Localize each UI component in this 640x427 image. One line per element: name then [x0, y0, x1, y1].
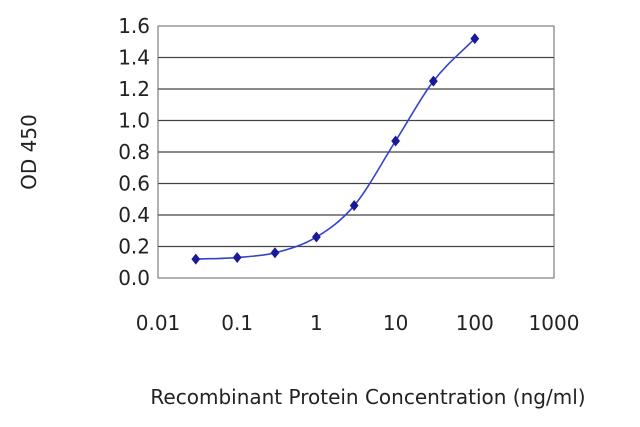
data-point-marker — [428, 75, 438, 87]
series — [191, 33, 480, 265]
data-point-marker — [391, 135, 400, 147]
plot-frame — [157, 25, 555, 279]
y-tick-label: 0.8 — [118, 140, 150, 164]
y-tick-label: 0.0 — [118, 266, 150, 290]
x-tick-label: 1 — [310, 311, 323, 335]
y-tick-label: 1.0 — [118, 109, 150, 133]
x-axis-title: Recombinant Protein Concentration (ng/ml… — [150, 385, 585, 409]
y-tick-label: 1.2 — [118, 77, 150, 101]
y-tick-label: 1.6 — [118, 14, 150, 38]
x-tick-label: 10 — [383, 311, 408, 335]
series-line — [195, 38, 476, 260]
data-point-marker — [470, 33, 480, 45]
y-tick-label: 0.2 — [118, 235, 150, 259]
x-tick-label: 1000 — [529, 311, 580, 335]
y-tick-label: 1.4 — [118, 46, 150, 70]
y-tick-labels: 0.0 0.2 0.4 0.6 0.8 1.0 1.2 1.4 1.6 — [118, 14, 150, 290]
data-point-marker — [312, 231, 321, 243]
data-point-marker — [232, 252, 242, 264]
data-point-marker — [270, 247, 280, 259]
data-point-marker — [349, 200, 359, 212]
x-tick-labels: 0.01 0.1 1 10 100 1000 — [136, 311, 580, 335]
x-tick-label: 0.1 — [221, 311, 253, 335]
y-axis-title: OD 450 — [17, 114, 41, 190]
x-tick-label: 0.01 — [136, 311, 181, 335]
data-point-marker — [191, 253, 201, 265]
x-tick-label: 100 — [456, 311, 494, 335]
y-tick-label: 0.6 — [118, 172, 150, 196]
grid-lines — [158, 56, 554, 248]
y-tick-label: 0.4 — [118, 203, 150, 227]
